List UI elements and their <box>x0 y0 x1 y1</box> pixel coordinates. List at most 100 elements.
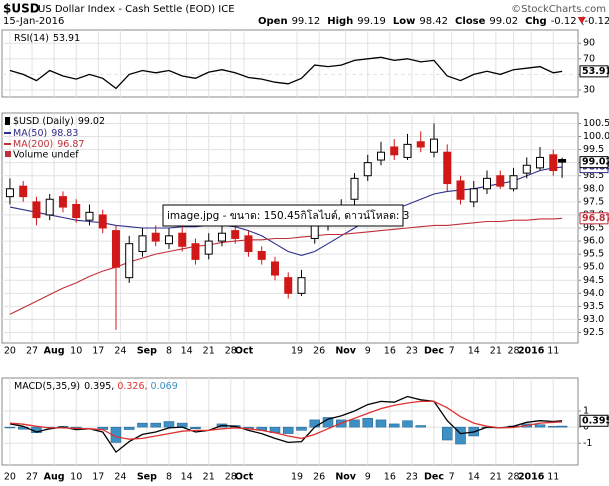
x-tick-label: 14 <box>181 346 193 357</box>
candle-body <box>549 154 558 171</box>
candle-body <box>363 162 372 177</box>
histogram-bar <box>150 422 161 428</box>
candle-body <box>5 188 14 198</box>
x-tick-label: 7 <box>449 472 455 483</box>
histogram-bar <box>296 426 307 431</box>
panel-label: RSI(14) <box>14 33 49 44</box>
legend-name: MA(50) <box>13 128 47 139</box>
y-tick-label: 93.0 <box>583 314 604 325</box>
y-tick-label: 70 <box>583 53 595 64</box>
histogram-bar <box>163 421 175 428</box>
y-tick-label: 94.5 <box>583 275 604 286</box>
open-value: 99.12 <box>292 16 321 27</box>
change-value: -0.12 <box>551 16 577 27</box>
y-tick-label: 99.5 <box>583 144 604 155</box>
x-tick-label: Dec <box>424 346 444 357</box>
legend-value: 0.326, <box>117 381 147 392</box>
value-box <box>579 156 609 169</box>
candle-body <box>45 198 54 216</box>
legend-price: $USD (Daily) 99.02 <box>13 116 105 127</box>
candle-body <box>403 143 412 158</box>
x-tick-label: 20 <box>4 472 16 483</box>
histogram-bar <box>402 420 413 428</box>
y-tick-label: 98.0 <box>583 183 604 194</box>
x-tick-label: 24 <box>114 472 126 483</box>
histogram-bar <box>4 426 16 429</box>
x-tick-label: 8 <box>166 346 172 357</box>
y-tick-label: 97.5 <box>583 196 604 207</box>
y-tick-label: 0 <box>583 422 589 433</box>
change-percent: (-0.12%) <box>581 16 609 27</box>
candle-body <box>509 175 518 190</box>
x-tick-label: 23 <box>406 346 418 357</box>
legend-name: MA(200) <box>13 139 53 150</box>
value-box-label: 53.91 <box>582 66 609 77</box>
x-tick-label: 26 <box>313 346 325 357</box>
open-label: Open <box>258 16 288 27</box>
x-tick-label: 14 <box>468 472 480 483</box>
x-tick-label: 26 <box>313 472 325 483</box>
histogram-bar <box>415 425 426 428</box>
histogram-bar <box>309 419 320 428</box>
histogram-bar <box>455 426 466 445</box>
x-tick-label: 2016 <box>518 472 545 483</box>
candle-body <box>111 230 120 268</box>
value-box <box>579 414 609 427</box>
candle-body <box>483 177 492 190</box>
value-box <box>579 65 609 78</box>
candle-body <box>85 211 94 221</box>
candle-body <box>297 277 306 294</box>
x-tick-label: Oct <box>235 346 254 357</box>
x-tick-label: Sep <box>137 472 157 483</box>
x-tick-label: 8 <box>166 472 172 483</box>
symbol: $USD <box>3 2 40 16</box>
candle-body <box>284 277 293 294</box>
x-tick-label: 27 <box>26 472 38 483</box>
panel-legend: MACD(5,35,9) 0.395, 0.326, 0.069 <box>14 381 178 392</box>
candle-body <box>125 243 134 279</box>
y-tick-label: 100.5 <box>583 118 609 129</box>
x-tick-label: 21 <box>203 472 215 483</box>
x-tick-label: 28 <box>225 346 237 357</box>
low-value: 98.42 <box>419 16 448 27</box>
candle-body <box>558 159 567 163</box>
y-tick-label: 95.5 <box>583 249 604 260</box>
candle-body <box>72 203 81 219</box>
candle-body <box>522 164 531 174</box>
x-tick-label: Nov <box>335 472 356 483</box>
histogram-bar <box>349 419 360 428</box>
legend-value: 0.069 <box>151 381 178 392</box>
low-label: Low <box>393 16 415 27</box>
x-tick-label: 19 <box>291 346 303 357</box>
histogram-bar <box>556 425 568 428</box>
histogram-bar <box>375 419 387 428</box>
x-tick-label: 17 <box>92 346 104 357</box>
x-tick-label: 7 <box>449 346 455 357</box>
candle-body <box>270 261 279 276</box>
y-tick-label: 92.5 <box>583 327 604 338</box>
close-label: Close <box>455 16 486 27</box>
x-tick-label: Dec <box>424 472 444 483</box>
candle-body <box>191 243 200 260</box>
candle-body <box>469 188 478 203</box>
x-tick-label: 16 <box>384 346 396 357</box>
quote: Open 99.12 High 99.19 Low 98.42 Close 99.02 Chg -… <box>258 16 609 27</box>
panel-legend: RSI(14) 53.91 <box>14 33 80 44</box>
x-tick-label: Nov <box>335 346 356 357</box>
panel-frame <box>1 377 579 466</box>
tooltip-box <box>162 204 404 227</box>
candle-body <box>390 146 399 156</box>
legend-entry: MA(50) 98.83 <box>13 128 78 139</box>
x-tick-label: 20 <box>4 346 16 357</box>
x-tick-label: 21 <box>203 346 215 357</box>
histogram-bar <box>190 426 201 429</box>
candle-body <box>19 185 28 198</box>
x-tick-label: 9 <box>365 472 371 483</box>
histogram-bar <box>548 426 559 428</box>
y-tick-label: 94.0 <box>583 288 604 299</box>
y-tick-label: 98.5 <box>583 170 604 181</box>
candle-body <box>376 151 385 161</box>
candle-body <box>257 251 266 260</box>
value-box-label: 96.87 <box>582 213 609 224</box>
candle-body <box>164 235 173 245</box>
